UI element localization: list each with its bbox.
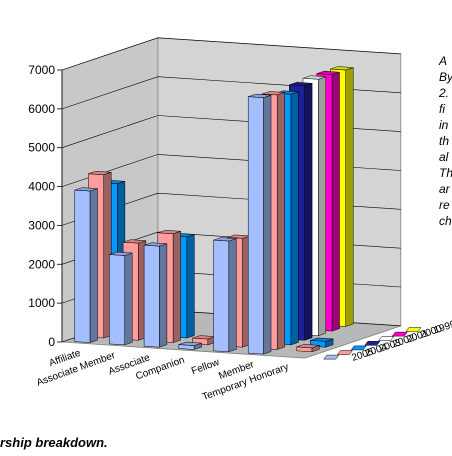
legend-swatch xyxy=(391,331,408,337)
y-tick-label: 1000 xyxy=(28,296,55,310)
bar xyxy=(74,187,98,343)
y-tick-label: 5000 xyxy=(28,141,55,155)
bar xyxy=(310,337,334,348)
bar xyxy=(178,341,202,350)
side-text-line: th xyxy=(439,134,449,148)
side-text-line: al xyxy=(439,150,449,164)
category-label: Fellow xyxy=(190,357,222,377)
legend-swatch xyxy=(337,350,353,355)
side-text-line: 2. xyxy=(438,86,449,100)
gridline xyxy=(61,37,401,71)
y-tick-label: 3000 xyxy=(28,218,55,232)
side-text-line: A xyxy=(438,54,447,68)
side-text-line: ch xyxy=(439,214,452,228)
legend-swatch xyxy=(323,354,340,360)
side-text-line: fi xyxy=(439,102,445,116)
y-tick-label: 2000 xyxy=(28,257,55,271)
bar xyxy=(213,237,237,353)
side-text-line: re xyxy=(439,198,450,212)
bar xyxy=(296,344,320,353)
bar xyxy=(247,93,272,355)
figure-caption: rship breakdown. xyxy=(0,435,108,450)
side-text-line: ar xyxy=(439,182,451,196)
legend-swatch xyxy=(350,345,367,351)
side-text-line: Th xyxy=(439,166,452,180)
y-tick-label: 4000 xyxy=(28,180,55,194)
y-tick-label: 0 xyxy=(48,335,55,349)
legend-swatch xyxy=(405,327,422,332)
y-tick-label: 6000 xyxy=(28,102,55,116)
side-text-line: in xyxy=(439,118,449,132)
bar xyxy=(143,242,168,348)
side-text: A By 2. fi in th al Th ar re ch xyxy=(438,54,452,228)
y-axis-tick-labels: 0 1000 2000 3000 4000 5000 6000 7000 xyxy=(28,63,55,349)
legend-swatch xyxy=(364,341,381,346)
side-text-line: By xyxy=(439,70,452,84)
legend-swatch xyxy=(378,336,395,341)
bar xyxy=(109,251,133,346)
bars xyxy=(74,66,354,355)
y-tick-label: 7000 xyxy=(28,63,55,77)
